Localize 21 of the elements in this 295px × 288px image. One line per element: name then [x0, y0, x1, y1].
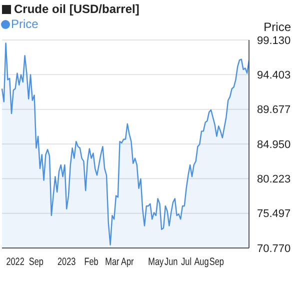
y-tick-label: 75.497 [257, 208, 291, 220]
y-tick-label: 84.950 [257, 138, 291, 151]
x-tick-label: Jul [181, 254, 192, 268]
y-tick-label: 80.223 [257, 174, 291, 186]
x-tick-label: Sep [209, 254, 224, 268]
x-tick-label: May [148, 254, 164, 268]
x-tick-label: Sep [28, 254, 44, 268]
x-tick-label: 2023 [57, 254, 76, 268]
x-tick-label: Apr [121, 254, 134, 268]
y-tick-label: 70.770 [257, 242, 291, 255]
x-tick-label: Jun [164, 254, 178, 268]
x-tick-label: 2022 [6, 254, 24, 268]
y-tick-label: 94.403 [257, 70, 291, 82]
chart-title: Crude oil [USD/barrel] [14, 2, 140, 16]
y-tick-label: 89.677 [257, 104, 291, 116]
x-tick-label: Mar [105, 254, 120, 268]
x-tick-label: Feb [84, 254, 98, 268]
y-tick-label: 99.130 [257, 34, 291, 47]
y-axis-title: Price [264, 20, 291, 34]
x-tick-label: Aug [194, 254, 209, 268]
legend-label: Price [10, 17, 38, 31]
